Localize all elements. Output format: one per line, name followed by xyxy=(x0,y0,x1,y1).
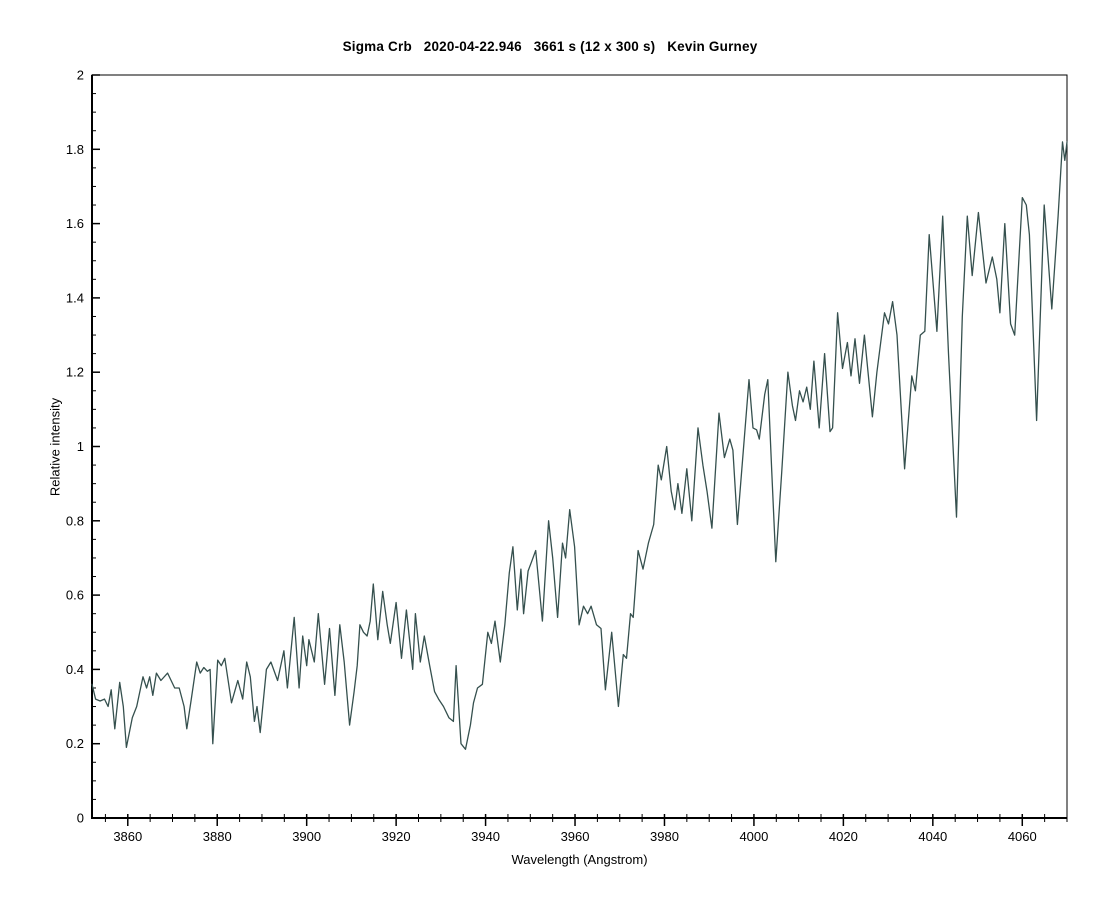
y-tick-label: 1.2 xyxy=(66,365,84,380)
y-tick-label: 1.4 xyxy=(66,290,84,305)
y-tick-label: 2 xyxy=(77,68,84,83)
x-tick-label: 3860 xyxy=(113,829,142,844)
y-tick-label: 0.8 xyxy=(66,513,84,528)
y-tick-label: 1.8 xyxy=(66,142,84,157)
y-tick-label: 0.4 xyxy=(66,662,84,677)
y-tick-label: 1.6 xyxy=(66,216,84,231)
y-axis-label: Relative intensity xyxy=(47,397,63,497)
x-tick-label: 3980 xyxy=(650,829,679,844)
y-tick-label: 0.2 xyxy=(66,736,84,751)
y-tick-label: 0 xyxy=(77,811,84,826)
y-tick-label: 0.6 xyxy=(66,588,84,603)
x-tick-label: 4020 xyxy=(829,829,858,844)
y-tick-label: 1 xyxy=(77,439,84,454)
x-tick-label: 4060 xyxy=(1008,829,1037,844)
x-tick-label: 3880 xyxy=(203,829,232,844)
x-tick-label: 3940 xyxy=(471,829,500,844)
chart-title: Sigma Crb 2020-04-22.946 3661 s (12 x 30… xyxy=(342,39,758,54)
x-tick-label: 3960 xyxy=(561,829,590,844)
spectrum-line xyxy=(91,141,1068,750)
plot-border xyxy=(91,74,1068,819)
x-axis-label: Wavelength (Angstrom) xyxy=(511,852,648,867)
x-tick-label: 3900 xyxy=(292,829,321,844)
x-tick-label: 4040 xyxy=(918,829,947,844)
x-tick-label: 4000 xyxy=(739,829,768,844)
x-tick-label: 3920 xyxy=(382,829,411,844)
